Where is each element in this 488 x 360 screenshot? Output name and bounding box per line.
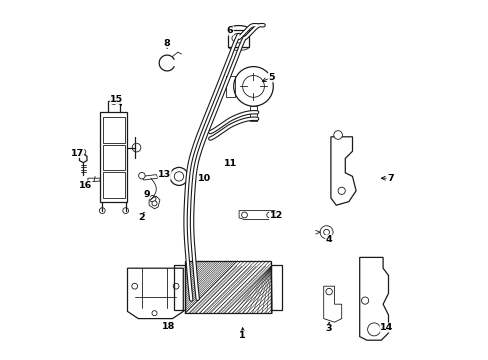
Circle shape	[132, 143, 141, 152]
Circle shape	[170, 167, 187, 185]
Circle shape	[99, 208, 105, 213]
Text: 12: 12	[269, 211, 282, 220]
Circle shape	[149, 195, 156, 202]
Bar	[185, 261, 271, 313]
Text: 7: 7	[386, 174, 393, 183]
Circle shape	[81, 149, 85, 154]
Text: 5: 5	[268, 73, 274, 82]
Circle shape	[320, 226, 332, 239]
Circle shape	[361, 297, 368, 304]
Text: 10: 10	[198, 174, 211, 183]
Text: 9: 9	[143, 190, 150, 199]
Circle shape	[122, 208, 128, 213]
Text: 6: 6	[226, 26, 233, 35]
Circle shape	[110, 97, 117, 104]
Text: 16: 16	[79, 181, 92, 190]
Text: 3: 3	[325, 324, 332, 333]
Text: 18: 18	[162, 323, 175, 331]
Text: 1: 1	[239, 331, 245, 340]
Text: 8: 8	[163, 39, 170, 48]
Circle shape	[241, 212, 247, 218]
Text: 11: 11	[223, 159, 236, 168]
Circle shape	[323, 229, 329, 235]
Text: 17: 17	[70, 149, 83, 158]
Text: 14: 14	[379, 323, 392, 332]
Circle shape	[325, 288, 332, 295]
Circle shape	[337, 187, 345, 194]
Circle shape	[333, 131, 342, 139]
Text: 15: 15	[110, 94, 123, 104]
Text: 13: 13	[158, 170, 171, 179]
Circle shape	[242, 76, 264, 97]
Circle shape	[152, 311, 157, 316]
Text: 2: 2	[138, 213, 145, 222]
Circle shape	[132, 283, 137, 289]
Polygon shape	[80, 154, 87, 163]
Circle shape	[266, 212, 272, 218]
Circle shape	[367, 323, 380, 336]
Circle shape	[152, 201, 157, 206]
Circle shape	[173, 283, 179, 289]
Circle shape	[174, 172, 183, 181]
Circle shape	[139, 172, 145, 179]
Text: 4: 4	[325, 235, 332, 244]
Circle shape	[233, 67, 273, 106]
